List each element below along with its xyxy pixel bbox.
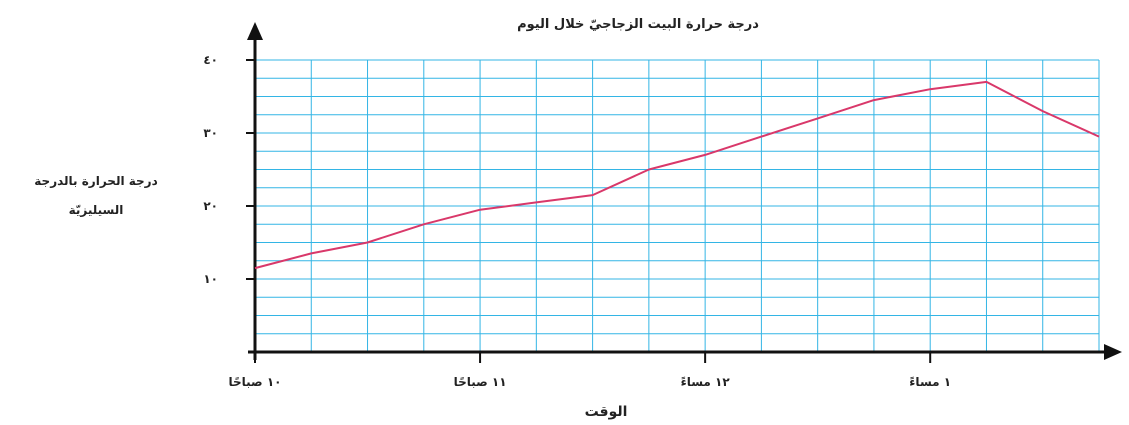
ticks: ١٠ ٢٠ ٣٠ ٤٠ ١٠ صباحًا ١١ صباحًا ١٢ مساءً ١ مساء… bbox=[203, 53, 951, 389]
x-tick-label: ١١ صباحًا bbox=[454, 375, 507, 389]
axes bbox=[247, 22, 1122, 360]
y-tick-label: ١٠ bbox=[203, 272, 218, 286]
x-tick-label: ١٠ صباحًا bbox=[229, 375, 282, 389]
x-tick-label: ١٢ مساءً bbox=[681, 375, 731, 389]
chart-title: درجة حرارة البيت الزجاجيّ خلال اليوم bbox=[517, 17, 759, 32]
temperature-line bbox=[254, 80, 1100, 270]
y-axis-arrow bbox=[247, 22, 263, 40]
labels: درجة حرارة البيت الزجاجيّ خلال اليوم الو… bbox=[34, 17, 759, 420]
y-tick-label: ٣٠ bbox=[203, 126, 218, 140]
x-axis-label: الوقت bbox=[585, 404, 628, 420]
series bbox=[254, 80, 1100, 270]
x-tick-label: ١ مساءً bbox=[909, 375, 951, 389]
y-tick-label: ٢٠ bbox=[203, 199, 218, 213]
y-axis-label-line1: درجة الحرارة بالدرجة bbox=[34, 174, 157, 188]
y-axis-label-line2: السيليزيّة bbox=[69, 203, 124, 217]
x-axis-arrow bbox=[1104, 344, 1122, 360]
y-tick-label: ٤٠ bbox=[203, 53, 218, 67]
grid bbox=[254, 59, 1100, 352]
